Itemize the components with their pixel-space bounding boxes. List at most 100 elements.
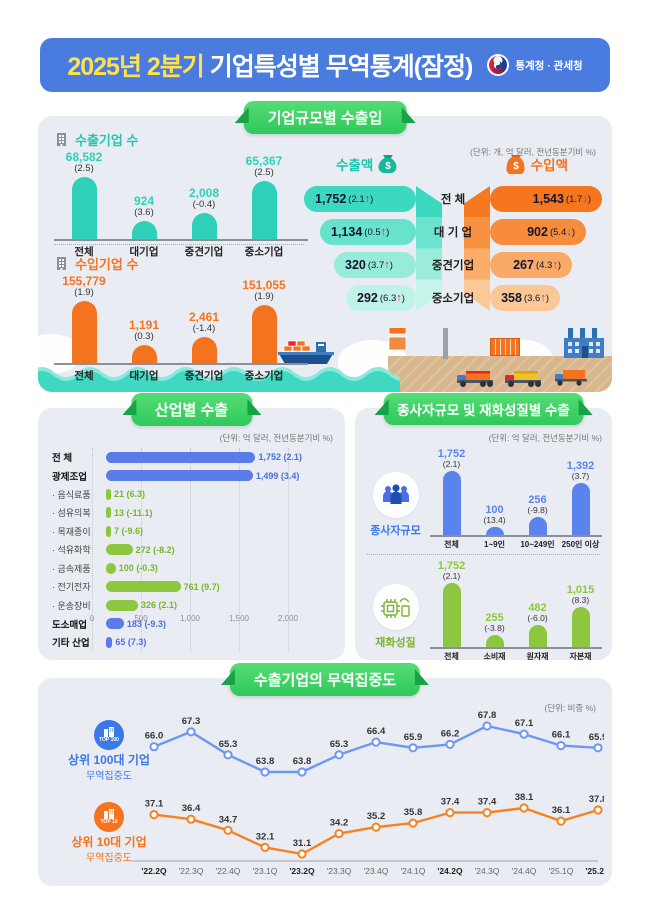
industry-row: 기타 산업 65 (7.3) — [52, 633, 335, 652]
industry-label: · 운송장비 — [52, 600, 91, 611]
bar-column: 65,367 (2.5) — [234, 154, 294, 239]
trade-amount-rows: 1,752 (2.1 ↑) 전 체 1,543 (1.7 ↓) 1,134 (0.5 ↑) 대 기 … — [304, 186, 602, 318]
export-amount-pill: 1,134 (0.5 ↑) — [320, 219, 416, 245]
down-arrow-icon: ↓ — [566, 226, 572, 238]
gridline — [239, 448, 240, 652]
import-companies-title-row: 수입기업 수 — [54, 254, 308, 273]
section-title-ribbon: 산업별 수출 — [121, 393, 262, 426]
bar — [485, 527, 504, 536]
industry-bar-track: 761 (9.7) — [106, 581, 302, 593]
divider — [54, 244, 304, 245]
industry-value: 183 (-9.3) — [126, 618, 166, 629]
data-point-label: 34.7 — [219, 814, 238, 825]
bar-category-label: 중견기업 — [184, 369, 224, 382]
bar-category-label: 대기업 — [129, 369, 159, 382]
industry-label: · 목재종이 — [52, 526, 91, 537]
series-subtitle: 무역집중도 — [86, 853, 132, 865]
industry-row: · 운송장비 326 (2.1) — [52, 596, 335, 615]
x-tick-label: '24.1Q — [401, 866, 426, 876]
data-point-marker — [482, 808, 492, 818]
x-tick-label: '23.1Q — [253, 866, 278, 876]
bar — [528, 625, 547, 648]
section-trade-by-size: 기업규모별 수출입 (단위: 개, 억 달러, 전년동분기비 %) 수출기업 수… — [38, 101, 612, 392]
data-point-marker — [593, 805, 603, 815]
x-tick-label: '24.2Q — [437, 866, 463, 876]
x-tick-label: '22.3Q — [179, 866, 204, 876]
top10-badge-icon: TOP 10 — [94, 802, 124, 832]
bar-category-label: 자본재 — [569, 652, 592, 662]
section-worker-goods: 종사자규모 및 재화성질별 수출 (단위: 억 달러, 전년동분기비 %) 종사… — [355, 393, 612, 662]
bar-change: (-3.8) — [484, 623, 505, 634]
size-category-label: 중소기업 — [431, 293, 475, 305]
industry-value: 21 (6.3) — [114, 489, 146, 500]
section-industry-exports: 산업별 수출 (단위: 억 달러, 전년동분기비 %) 전 체 1,752 (2.… — [38, 393, 345, 660]
unit-note: (단위: 비중 %) — [544, 703, 596, 713]
bar-value: 255 — [485, 612, 504, 624]
data-point-label: 63.8 — [293, 756, 312, 767]
x-tick-label: '23.2Q — [289, 866, 315, 876]
bar — [131, 220, 157, 239]
truck-icon — [504, 370, 546, 388]
header-banner: 2025년 2분기 기업특성별 무역통계(잠정) 통계청 · 관세청 — [40, 38, 610, 92]
industry-bar — [106, 618, 124, 630]
data-point-label: 65.9 — [404, 732, 423, 743]
industry-bar-track: 272 (-8.2) — [106, 544, 302, 556]
up-arrow-icon: ↑ — [364, 193, 371, 205]
industry-bar — [106, 470, 253, 482]
bar-category-label: 중견기업 — [184, 245, 224, 258]
bar-value: 1,752 — [437, 448, 466, 460]
x-tick-label: '25.2Q — [585, 866, 604, 876]
bar — [191, 336, 217, 363]
top100-badge-icon: TOP 100 — [94, 720, 124, 750]
worker-size-bars: 1,752 (2.1) 100 (13.4) 256 (-9.8) 1,392 (3.7) 전체… — [430, 448, 602, 550]
industry-label: 전 체 — [52, 453, 73, 465]
bar-value: 482 — [528, 602, 547, 614]
harbor-crane-icon — [383, 328, 495, 359]
bar-value: 65,367 — [245, 154, 283, 168]
unit-note: (단위: 억 달러, 전년동분기비 %) — [488, 433, 602, 443]
data-point-label: 37.8 — [589, 794, 604, 805]
series-name: 상위 10대 기업 — [71, 835, 147, 849]
bar-change: (-1.4) — [192, 323, 216, 335]
import-amount-pill: 1,543 (1.7 ↓) — [490, 186, 602, 212]
bar-category-label: 중소기업 — [244, 245, 284, 258]
bar-change: (0.3) — [134, 331, 154, 343]
industry-bar — [106, 562, 116, 574]
section-title-ribbon: 종사자규모 및 재화성질별 수출 — [374, 393, 593, 425]
bar-group: 155,779 (1.9) 1,191 (0.3) 2,461 (-1.4) 151,055… — [54, 274, 308, 365]
bar-value: 1,191 — [128, 318, 160, 332]
up-arrow-icon: ↑ — [552, 259, 558, 271]
bar-change: (2.1) — [442, 459, 461, 470]
import-companies-bars: 155,779 (1.9) 1,191 (0.3) 2,461 (-1.4) 151,055… — [54, 274, 308, 383]
workers-icon — [372, 472, 419, 519]
bar-change: (-6.0) — [527, 613, 548, 624]
size-category-label: 중견기업 — [431, 260, 475, 272]
worker-size-chart: 종사자규모 1,752 (2.1) 100 (13.4) 256 (-9.8) 1,392(… — [365, 448, 602, 550]
data-point-marker — [556, 741, 566, 751]
bar-change: (3.6) — [134, 207, 154, 219]
bar-column: 2,461 (-1.4) — [174, 310, 234, 363]
down-arrow-icon: ↓ — [582, 193, 588, 205]
bar-column: 2,008 (-0.4) — [174, 186, 234, 239]
data-point-marker — [223, 825, 233, 835]
bar-value: 924 — [133, 194, 155, 208]
industry-bar-track: 21 (6.3) — [106, 488, 302, 500]
truck-icon — [554, 370, 592, 386]
x-tick-label: '24.4Q — [512, 866, 537, 876]
money-bag-icon: $ — [378, 155, 397, 173]
bar — [528, 517, 547, 536]
x-tick-label: '23.3Q — [327, 866, 352, 876]
goods-nature-bars: 1,752 (2.1) 255 (-3.8) 482 (-6.0) 1,015 (8.3) 전체… — [430, 560, 602, 662]
bar-column: 155,779 (1.9) — [54, 274, 114, 363]
trade-amount-funnel: 수출액 $ $ 수입액 1,752 (2.1 ↑) 전 체 1,543 (1.7 ↓) 1,1… — [304, 155, 602, 332]
up-arrow-icon: ↑ — [380, 226, 387, 238]
data-point-label: 67.3 — [182, 716, 201, 727]
data-point-marker — [334, 829, 344, 839]
import-amount-pill: 902 (5.4 ↓) — [490, 219, 586, 245]
industry-bar-track: 326 (2.1) — [106, 599, 302, 611]
x-tick-label: '23.4Q — [364, 866, 389, 876]
data-point-label: 63.8 — [256, 756, 275, 767]
industry-bar-track: 7 (-9.6) — [106, 525, 302, 537]
bar-group: 1,752 (2.1) 100 (13.4) 256 (-9.8) 1,392 (3.7) — [430, 448, 602, 538]
bar-value: 1,015 — [566, 584, 595, 596]
